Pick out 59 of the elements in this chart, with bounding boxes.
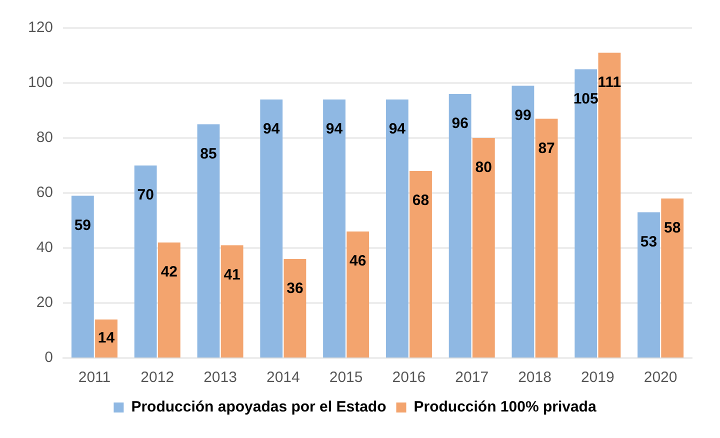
y-tick-label: 100 [28,74,54,92]
data-label: 96 [452,115,468,132]
y-tick-label: 80 [36,129,54,146]
x-tick-label: 2019 [580,369,614,386]
bar [574,69,598,358]
bar [512,86,534,358]
y-tick-label: 60 [36,184,54,202]
x-tick-label: 2020 [644,369,678,386]
bar [472,138,495,358]
y-tick-label: 40 [36,239,54,256]
bar [598,52,621,358]
data-label: 68 [412,192,430,210]
data-label: 36 [286,280,304,298]
bar [260,100,283,358]
bar [158,242,180,358]
x-tick-label: 2018 [518,369,552,386]
data-label: 70 [137,186,154,204]
legend-label: Producción apoyadas por el Estado [131,398,386,416]
bar [410,171,432,358]
data-label: 94 [263,120,280,138]
data-label: 94 [326,120,344,138]
x-tick-label: 2012 [140,369,174,386]
data-label: 46 [350,252,366,270]
bar [535,118,558,358]
data-label: 42 [160,264,178,281]
bar [220,245,244,358]
bar [95,320,118,358]
data-label: 53 [640,233,658,250]
data-label: 85 [200,145,217,162]
bar [134,166,157,358]
data-label: 58 [664,220,681,237]
x-tick-label: 2013 [204,369,237,386]
data-label: 14 [98,330,116,347]
x-tick-label: 2017 [455,369,489,386]
data-label: 87 [538,140,555,157]
y-tick-label: 0 [44,349,54,366]
bar [197,124,220,358]
y-tick-label: 20 [36,294,54,312]
bar [448,94,472,358]
data-label: 94 [388,120,406,138]
bar [323,100,346,358]
data-label: 99 [514,106,532,124]
bar [284,259,306,358]
data-label: 80 [475,159,492,176]
y-tick-label: 120 [28,19,54,36]
x-tick-label: 2014 [266,369,300,386]
bar [661,198,684,358]
bar [638,212,660,358]
bar [71,196,94,358]
data-label: 105 [573,90,598,108]
x-tick-label: 2015 [329,369,363,386]
data-label: 111 [598,74,622,91]
legend-label: Producción 100% privada [414,398,597,416]
x-tick-label: 2016 [392,369,426,386]
data-label: 59 [74,216,92,234]
x-tick-label: 2011 [78,369,111,386]
data-label: 41 [224,266,240,284]
bar [386,100,408,358]
bar [346,232,370,358]
